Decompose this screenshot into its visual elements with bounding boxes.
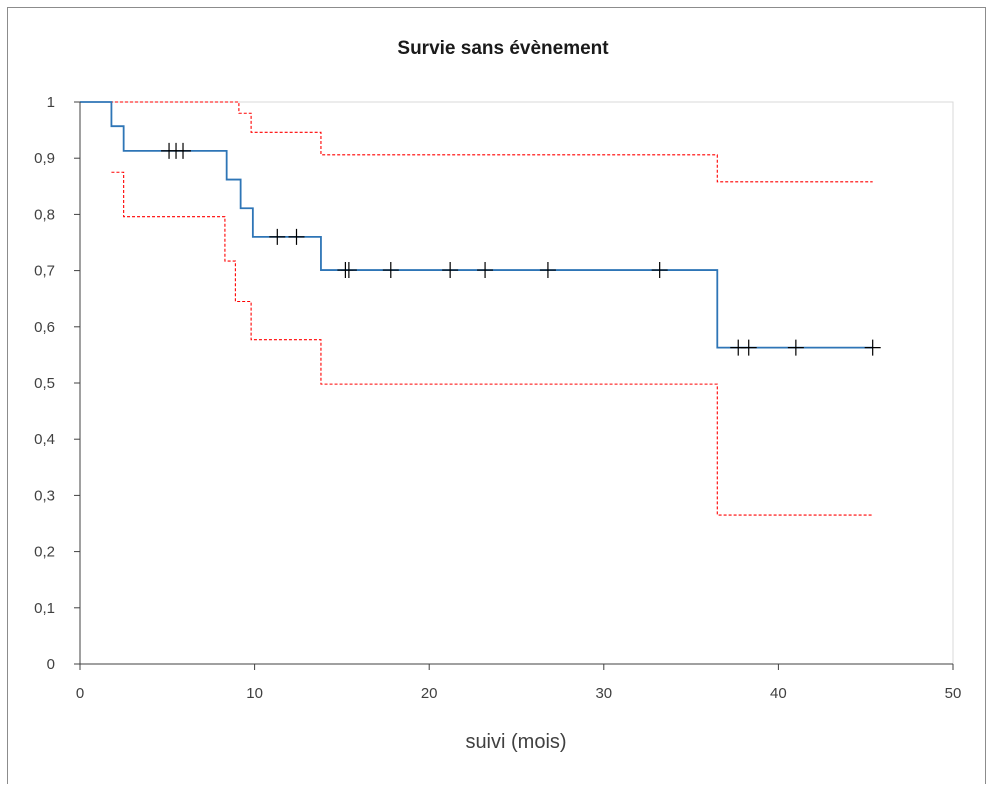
x-tick-label: 30 xyxy=(595,685,612,702)
axes xyxy=(74,101,954,670)
censor-mark-11 xyxy=(539,262,556,279)
censored-markers xyxy=(161,142,881,356)
censor-mark-3 xyxy=(175,142,192,159)
censor-mark-5 xyxy=(288,228,305,245)
censor-mark-9 xyxy=(442,262,459,279)
ci-lower-series xyxy=(111,171,873,516)
censor-mark-8 xyxy=(382,262,399,279)
ci-upper-line xyxy=(80,101,873,183)
y-tick-label: 1 xyxy=(47,94,55,111)
x-tick-label: 50 xyxy=(945,685,962,702)
y-tick-label: 0,3 xyxy=(34,487,55,504)
censor-mark-12 xyxy=(651,262,668,279)
censor-mark-14 xyxy=(740,339,757,356)
y-tick-label: 0,5 xyxy=(34,375,55,392)
y-tick-label: 0 xyxy=(47,656,55,673)
y-tick-label: 0,9 xyxy=(34,150,55,167)
ci-lower-line xyxy=(111,171,873,516)
y-tick-label: 0,6 xyxy=(34,319,55,336)
y-tick-label: 0,8 xyxy=(34,206,55,223)
plot-area xyxy=(79,101,954,665)
censor-mark-15 xyxy=(787,339,804,356)
x-tick-label: 0 xyxy=(76,685,84,702)
x-tick-label: 40 xyxy=(770,685,787,702)
y-tick-label: 0,1 xyxy=(34,600,55,617)
chart-title: Survie sans évènement xyxy=(397,38,609,59)
x-tick-label: 10 xyxy=(246,685,263,702)
censor-mark-7 xyxy=(340,262,357,279)
y-tick-label: 0,7 xyxy=(34,263,55,280)
chart-frame xyxy=(7,7,986,784)
survival-series xyxy=(80,101,873,349)
y-tick-labels: 0 0,1 0,2 0,3 0,4 0,5 0,6 0,7 0,8 0,9 1 xyxy=(34,94,55,673)
y-tick-label: 0,4 xyxy=(34,431,55,448)
censor-mark-4 xyxy=(269,228,286,245)
survival-line xyxy=(80,101,873,349)
censor-mark-10 xyxy=(477,262,494,279)
y-tick-label: 0,2 xyxy=(34,544,55,561)
x-tick-label: 20 xyxy=(421,685,438,702)
x-axis-title: suivi (mois) xyxy=(465,731,566,753)
ci-upper-series xyxy=(80,101,873,183)
x-tick-labels: 0 10 20 30 40 50 xyxy=(76,685,962,702)
censor-mark-16 xyxy=(864,339,881,356)
